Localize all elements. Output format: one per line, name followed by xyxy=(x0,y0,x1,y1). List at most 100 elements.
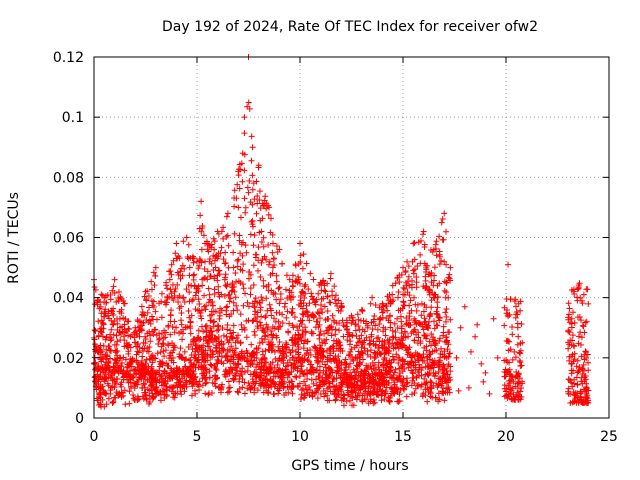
data-point xyxy=(235,168,242,175)
data-point xyxy=(367,353,374,360)
data-point xyxy=(264,332,271,339)
data-point xyxy=(511,348,518,355)
data-point xyxy=(125,318,132,325)
data-point xyxy=(99,364,106,371)
data-point xyxy=(313,347,320,354)
data-point xyxy=(198,307,205,314)
data-point xyxy=(253,178,260,185)
data-point xyxy=(302,382,309,389)
data-point xyxy=(361,337,368,344)
data-point xyxy=(307,351,314,358)
data-point xyxy=(283,363,290,370)
data-point xyxy=(383,349,390,356)
data-point xyxy=(290,354,297,361)
data-point xyxy=(204,246,211,253)
data-point xyxy=(306,383,313,390)
data-point xyxy=(162,329,169,336)
data-point xyxy=(286,346,293,353)
data-point xyxy=(295,337,302,344)
data-point xyxy=(184,324,191,331)
data-point xyxy=(296,280,303,287)
data-point xyxy=(404,278,411,285)
data-point xyxy=(514,324,521,331)
data-point xyxy=(92,366,99,373)
data-point xyxy=(443,289,450,296)
data-point xyxy=(375,380,382,387)
data-point xyxy=(224,281,231,288)
data-point xyxy=(513,311,520,318)
data-point xyxy=(177,268,184,275)
data-point xyxy=(191,338,198,345)
data-point xyxy=(318,287,325,294)
data-point xyxy=(411,239,418,246)
data-point xyxy=(437,335,444,342)
data-point xyxy=(359,307,366,314)
data-point xyxy=(123,342,130,349)
data-point xyxy=(193,345,200,352)
data-point xyxy=(357,386,364,393)
data-point xyxy=(344,387,351,394)
data-point xyxy=(362,379,369,386)
data-point xyxy=(214,322,221,329)
data-point xyxy=(276,338,283,345)
data-point xyxy=(350,366,357,373)
data-point xyxy=(254,313,261,320)
data-point xyxy=(206,368,213,375)
data-point xyxy=(213,347,220,354)
data-point xyxy=(231,187,238,194)
data-point xyxy=(240,239,247,246)
data-point xyxy=(276,387,283,394)
data-point xyxy=(258,335,265,342)
data-point xyxy=(391,369,398,376)
data-point xyxy=(207,312,214,319)
data-point xyxy=(151,282,158,289)
data-point xyxy=(310,314,317,321)
data-point xyxy=(233,302,240,309)
data-point xyxy=(98,329,105,336)
data-point xyxy=(290,324,297,331)
data-point xyxy=(191,271,198,278)
data-point xyxy=(148,297,155,304)
data-point xyxy=(221,293,228,300)
data-point xyxy=(320,353,327,360)
data-point xyxy=(149,395,156,402)
data-point xyxy=(301,283,308,290)
data-point xyxy=(309,369,316,376)
data-point xyxy=(257,205,264,212)
data-point xyxy=(515,300,522,307)
data-point xyxy=(434,322,441,329)
data-point xyxy=(241,354,248,361)
data-point xyxy=(295,273,302,280)
data-point xyxy=(157,349,164,356)
data-point xyxy=(570,309,577,316)
data-point xyxy=(281,391,288,398)
data-point xyxy=(203,302,210,309)
data-point xyxy=(421,332,428,339)
data-point xyxy=(292,341,299,348)
data-point xyxy=(356,359,363,366)
data-point xyxy=(333,393,340,400)
data-point xyxy=(112,349,119,356)
data-point xyxy=(276,246,283,253)
data-point xyxy=(260,379,267,386)
data-point xyxy=(276,284,283,291)
data-point xyxy=(215,323,222,330)
data-point xyxy=(211,257,218,264)
data-point xyxy=(241,390,248,397)
data-point xyxy=(439,380,446,387)
data-point xyxy=(322,288,329,295)
data-point xyxy=(356,352,363,359)
data-point xyxy=(226,298,233,305)
data-point xyxy=(298,367,305,374)
data-point xyxy=(97,356,104,363)
data-point xyxy=(186,298,193,305)
data-point xyxy=(361,367,368,374)
data-point xyxy=(299,327,306,334)
data-point xyxy=(504,395,511,402)
data-point xyxy=(504,307,511,314)
data-point xyxy=(441,210,448,217)
data-point xyxy=(247,371,254,378)
data-point xyxy=(446,389,453,396)
data-point xyxy=(343,326,350,333)
data-point xyxy=(332,292,339,299)
